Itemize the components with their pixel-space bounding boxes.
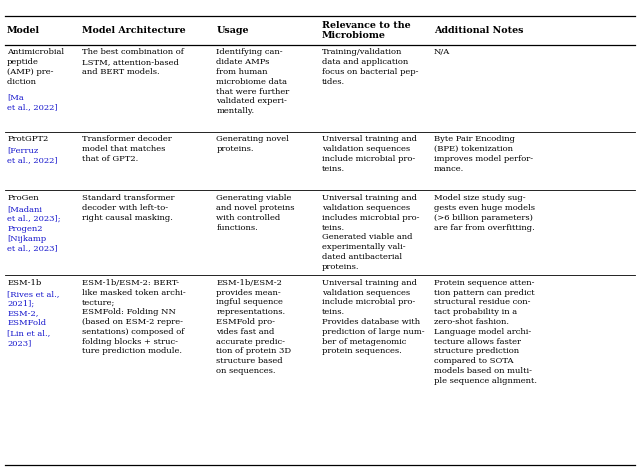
Text: [Rives et al.,
2021];
ESM-2,
ESMFold
[Lin et al.,
2023]: [Rives et al., 2021]; ESM-2, ESMFold [Li… [7, 290, 60, 347]
Text: Additional Notes: Additional Notes [434, 26, 524, 35]
Text: Identifying can-
didate AMPs
from human
microbiome data
that were further
valida: Identifying can- didate AMPs from human … [216, 48, 289, 115]
Text: Protein sequence atten-
tion pattern can predict
structural residue con-
tact pr: Protein sequence atten- tion pattern can… [434, 279, 537, 385]
Text: Byte Pair Encoding
(BPE) tokenization
improves model perfor-
mance.: Byte Pair Encoding (BPE) tokenization im… [434, 135, 533, 173]
Text: Generating novel
proteins.: Generating novel proteins. [216, 135, 289, 153]
Text: Universal training and
validation sequences
includes microbial pro-
teins.
Gener: Universal training and validation sequen… [322, 194, 419, 271]
Text: Training/validation
data and application
focus on bacterial pep-
tides.: Training/validation data and application… [322, 48, 419, 86]
Text: Usage: Usage [216, 26, 249, 35]
Text: The best combination of
LSTM, attention-based
and BERT models.: The best combination of LSTM, attention-… [82, 48, 184, 76]
Text: ESM-1b/ESM-2: BERT-
like masked token archi-
tecture;
ESMFold: Folding NN
(based: ESM-1b/ESM-2: BERT- like masked token ar… [82, 279, 186, 355]
Text: [Ma
et al., 2022]: [Ma et al., 2022] [7, 94, 58, 111]
Text: Standard transformer
decoder with left-to-
right causal masking.: Standard transformer decoder with left-t… [82, 194, 175, 222]
Text: [Madani
et al., 2023];
Progen2
[Nijkamp
et al., 2023]: [Madani et al., 2023]; Progen2 [Nijkamp … [7, 205, 61, 252]
Text: Generating viable
and novel proteins
with controlled
functions.: Generating viable and novel proteins wit… [216, 194, 295, 232]
Text: Model: Model [7, 26, 40, 35]
Text: Universal training and
validation sequences
include microbial pro-
teins.
Provid: Universal training and validation sequen… [322, 279, 424, 355]
Text: Relevance to the
Microbiome: Relevance to the Microbiome [322, 21, 410, 40]
Text: ProGen: ProGen [7, 194, 38, 202]
Text: ProtGPT2: ProtGPT2 [7, 135, 48, 143]
Text: Model size study sug-
gests even huge models
(>6 billion parameters)
are far fro: Model size study sug- gests even huge mo… [434, 194, 535, 232]
Text: Transformer decoder
model that matches
that of GPT2.: Transformer decoder model that matches t… [82, 135, 172, 163]
Text: Universal training and
validation sequences
include microbial pro-
teins.: Universal training and validation sequen… [322, 135, 417, 173]
Text: ESM-1b: ESM-1b [7, 279, 42, 287]
Text: [Ferruz
et al., 2022]: [Ferruz et al., 2022] [7, 147, 58, 164]
Text: ESM-1b/ESM-2
provides mean-
ingful sequence
representations.
ESMFold pro-
vides : ESM-1b/ESM-2 provides mean- ingful seque… [216, 279, 291, 375]
Text: N/A: N/A [434, 48, 450, 56]
Text: Antimicrobial
peptide
(AMP) pre-
diction: Antimicrobial peptide (AMP) pre- diction [7, 48, 64, 86]
Text: Model Architecture: Model Architecture [82, 26, 186, 35]
